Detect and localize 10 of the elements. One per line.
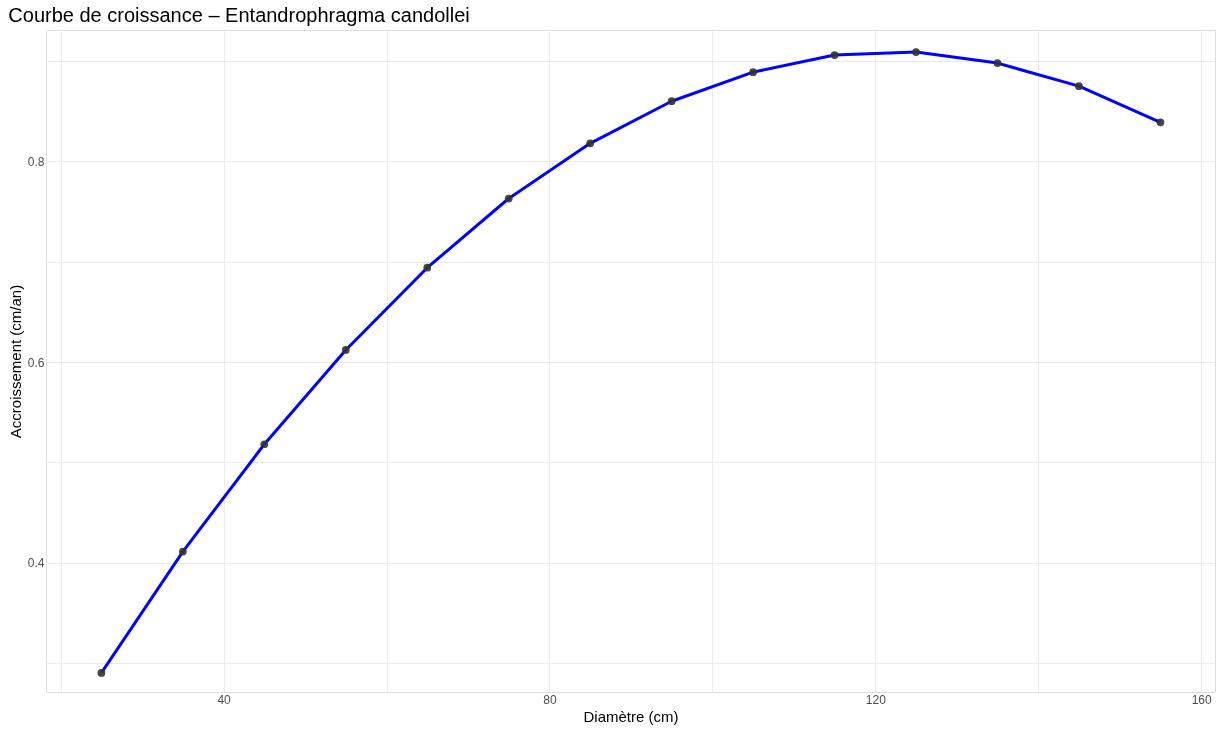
x-tick-label: 80 bbox=[543, 692, 557, 707]
y-tick-label: 0.8 bbox=[27, 154, 45, 169]
chart-title: Courbe de croissance – Entandrophragma candollei bbox=[8, 4, 470, 26]
y-tick-label: 0.4 bbox=[27, 556, 45, 571]
x-tick-label: 120 bbox=[865, 692, 887, 707]
y-axis-title: Accroissement (cm/an) bbox=[6, 284, 24, 439]
y-tick-label: 0.6 bbox=[27, 355, 45, 370]
x-tick-label: 160 bbox=[1191, 692, 1212, 707]
x-axis-title: Diamètre (cm) bbox=[583, 707, 679, 725]
x-tick-label: 40 bbox=[217, 692, 232, 707]
